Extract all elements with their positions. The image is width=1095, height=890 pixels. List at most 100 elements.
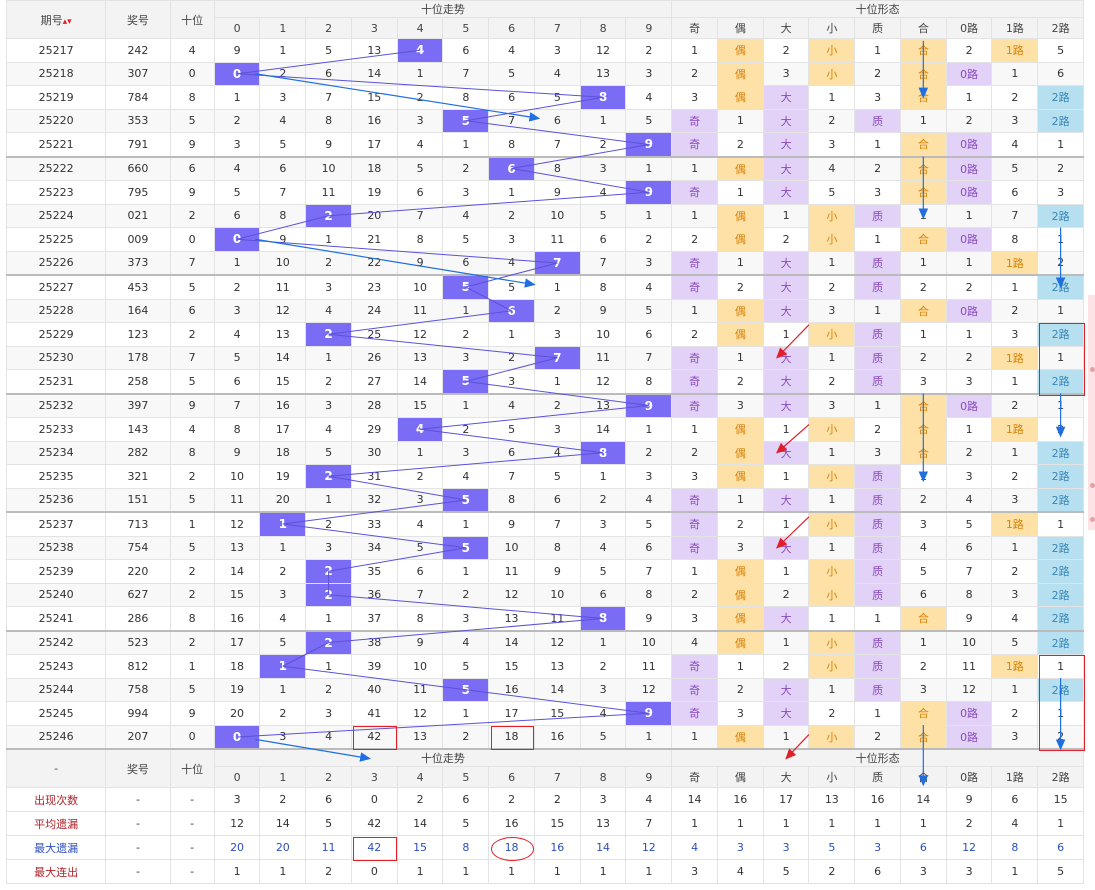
shape-miss: 1 — [716, 654, 764, 679]
miss-cell: 3 — [305, 274, 352, 300]
miss-cell: 3 — [533, 417, 581, 442]
prize-cell: 523 — [105, 629, 171, 655]
shape-mark: 奇 — [671, 369, 718, 394]
shape-miss: 1 — [716, 108, 764, 133]
shape-miss: 2 — [991, 701, 1039, 726]
shape-miss: 1 — [991, 61, 1039, 86]
issue-cell: 25246 — [5, 724, 107, 750]
shape-mark: 2路 — [1037, 274, 1084, 300]
shape-miss: 2 — [762, 654, 810, 679]
miss-cell: 9 — [259, 227, 307, 252]
shape-mark: 大 — [762, 132, 810, 157]
shape-mark: 1路 — [991, 511, 1039, 537]
table-row: 25241 286 8 16 4 1 37 8 3 13 11 8 9 3 偶大 1 1 合 9 4 2路 — [5, 606, 1084, 631]
miss-cell: 2 — [442, 322, 490, 347]
miss-cell: 8 — [488, 487, 535, 513]
miss-cell: 6 — [442, 250, 490, 276]
miss-cell: 4 — [305, 417, 352, 442]
miss-cell: 6 — [579, 227, 627, 252]
miss-cell: 8 — [396, 227, 444, 252]
shape-mark: 合 — [899, 61, 947, 86]
side-panel-edge[interactable] — [1088, 295, 1095, 530]
miss-cell: 9 — [396, 250, 444, 276]
shape-miss: 1 — [1037, 701, 1084, 726]
digit-col-3: 3 — [350, 17, 398, 39]
miss-cell: 2 — [213, 108, 261, 133]
miss-cell: 4 — [259, 108, 307, 133]
shape-miss: 2 — [991, 298, 1039, 323]
miss-cell: 20 — [350, 203, 398, 228]
miss-cell: 4 — [579, 535, 627, 560]
shape-mark: 合 — [899, 606, 947, 631]
stats-row: 最大遗漏 - -20 20 11 42 15 8 18 16 14 12 4 3 3 5 3 6 12 8 6 — [5, 835, 1084, 860]
shape-miss: 1 — [671, 724, 718, 750]
issue-header[interactable]: 期号▴▾ — [5, 0, 107, 39]
miss-cell: 12 — [488, 582, 535, 607]
tens-ball: 6 — [488, 298, 535, 323]
stats-row: 平均遗漏 - -12 14 5 42 14 5 16 15 13 7 1 1 1 1 1 1 2 4 1 — [5, 811, 1084, 836]
shape-miss: 5 — [945, 511, 993, 537]
shape-mark: 质 — [854, 629, 901, 655]
shape-miss: 3 — [808, 298, 856, 323]
miss-cell: 9 — [533, 559, 581, 584]
stats-value: 3 — [579, 787, 627, 812]
prize-cell: 321 — [105, 464, 171, 489]
shape-miss: 2 — [808, 701, 856, 726]
miss-cell: 5 — [625, 511, 673, 537]
shape-miss: 2 — [945, 345, 993, 370]
tens-cell: 8 — [169, 440, 215, 465]
miss-cell: 1 — [305, 487, 352, 513]
shape-mark: 偶 — [716, 559, 764, 584]
table-row: 25232 397 9 7 16 3 28 15 1 4 2 13 9 奇 3 大 3 1 合 0路 2 1 — [5, 392, 1084, 418]
miss-cell: 2 — [533, 392, 581, 418]
stats-value: 8 — [991, 835, 1039, 860]
tens-ball: 8 — [579, 606, 627, 631]
shape-mark: 质 — [854, 487, 901, 513]
miss-cell: 12 — [579, 38, 627, 63]
miss-cell: 14 — [488, 629, 535, 655]
digit-col-2: 2 — [305, 17, 352, 39]
stats-label: 平均遗漏 — [5, 811, 107, 836]
sort-arrow-icon[interactable]: ▴▾ — [62, 16, 72, 27]
issue-cell: 25231 — [5, 369, 107, 394]
issue-cell: 25235 — [5, 464, 107, 489]
shape-mark: 奇 — [671, 654, 718, 679]
shape-mark: 小 — [808, 654, 856, 679]
shape-mark: 质 — [854, 322, 901, 347]
miss-cell: 13 — [259, 322, 307, 347]
issue-cell: 25245 — [5, 701, 107, 726]
tens-ball: 9 — [625, 132, 673, 157]
miss-cell: 3 — [579, 155, 627, 181]
shape-mark: 奇 — [671, 132, 718, 157]
miss-cell: 12 — [625, 677, 673, 702]
stats-value: 8 — [442, 835, 490, 860]
stats-value: 6 — [442, 787, 490, 812]
shape-miss: 4 — [808, 155, 856, 181]
prize-cell: 123 — [105, 322, 171, 347]
stats-b: - — [169, 835, 215, 860]
miss-cell: 11 — [625, 654, 673, 679]
miss-cell: 19 — [350, 180, 398, 205]
miss-cell: 14 — [396, 369, 444, 394]
stats-value: 1 — [396, 859, 444, 884]
shape-mark: 小 — [808, 61, 856, 86]
miss-cell: 2 — [442, 155, 490, 181]
shape-mark: 偶 — [716, 606, 764, 631]
stats-value: 16 — [854, 787, 901, 812]
miss-cell: 4 — [442, 629, 490, 655]
miss-cell: 1 — [488, 322, 535, 347]
issue-cell: 25229 — [5, 322, 107, 347]
table-row: 25236 151 5 11 20 1 32 3 5 8 6 2 4 奇 1 大 1 质 2 4 3 2路 — [5, 487, 1084, 513]
shape-mark: 奇 — [671, 180, 718, 205]
shape-miss: 1 — [1037, 132, 1084, 157]
miss-cell: 1 — [442, 701, 490, 726]
stats-value: 3 — [213, 787, 261, 812]
shape-miss: 3 — [854, 85, 901, 110]
prize-cell: 784 — [105, 85, 171, 110]
shape-miss: 2 — [854, 155, 901, 181]
miss-cell: 2 — [488, 345, 535, 370]
stats-value: 3 — [716, 835, 764, 860]
miss-cell: 7 — [305, 85, 352, 110]
tens-ball: 5 — [442, 677, 490, 702]
miss-cell: 42 — [350, 724, 398, 750]
